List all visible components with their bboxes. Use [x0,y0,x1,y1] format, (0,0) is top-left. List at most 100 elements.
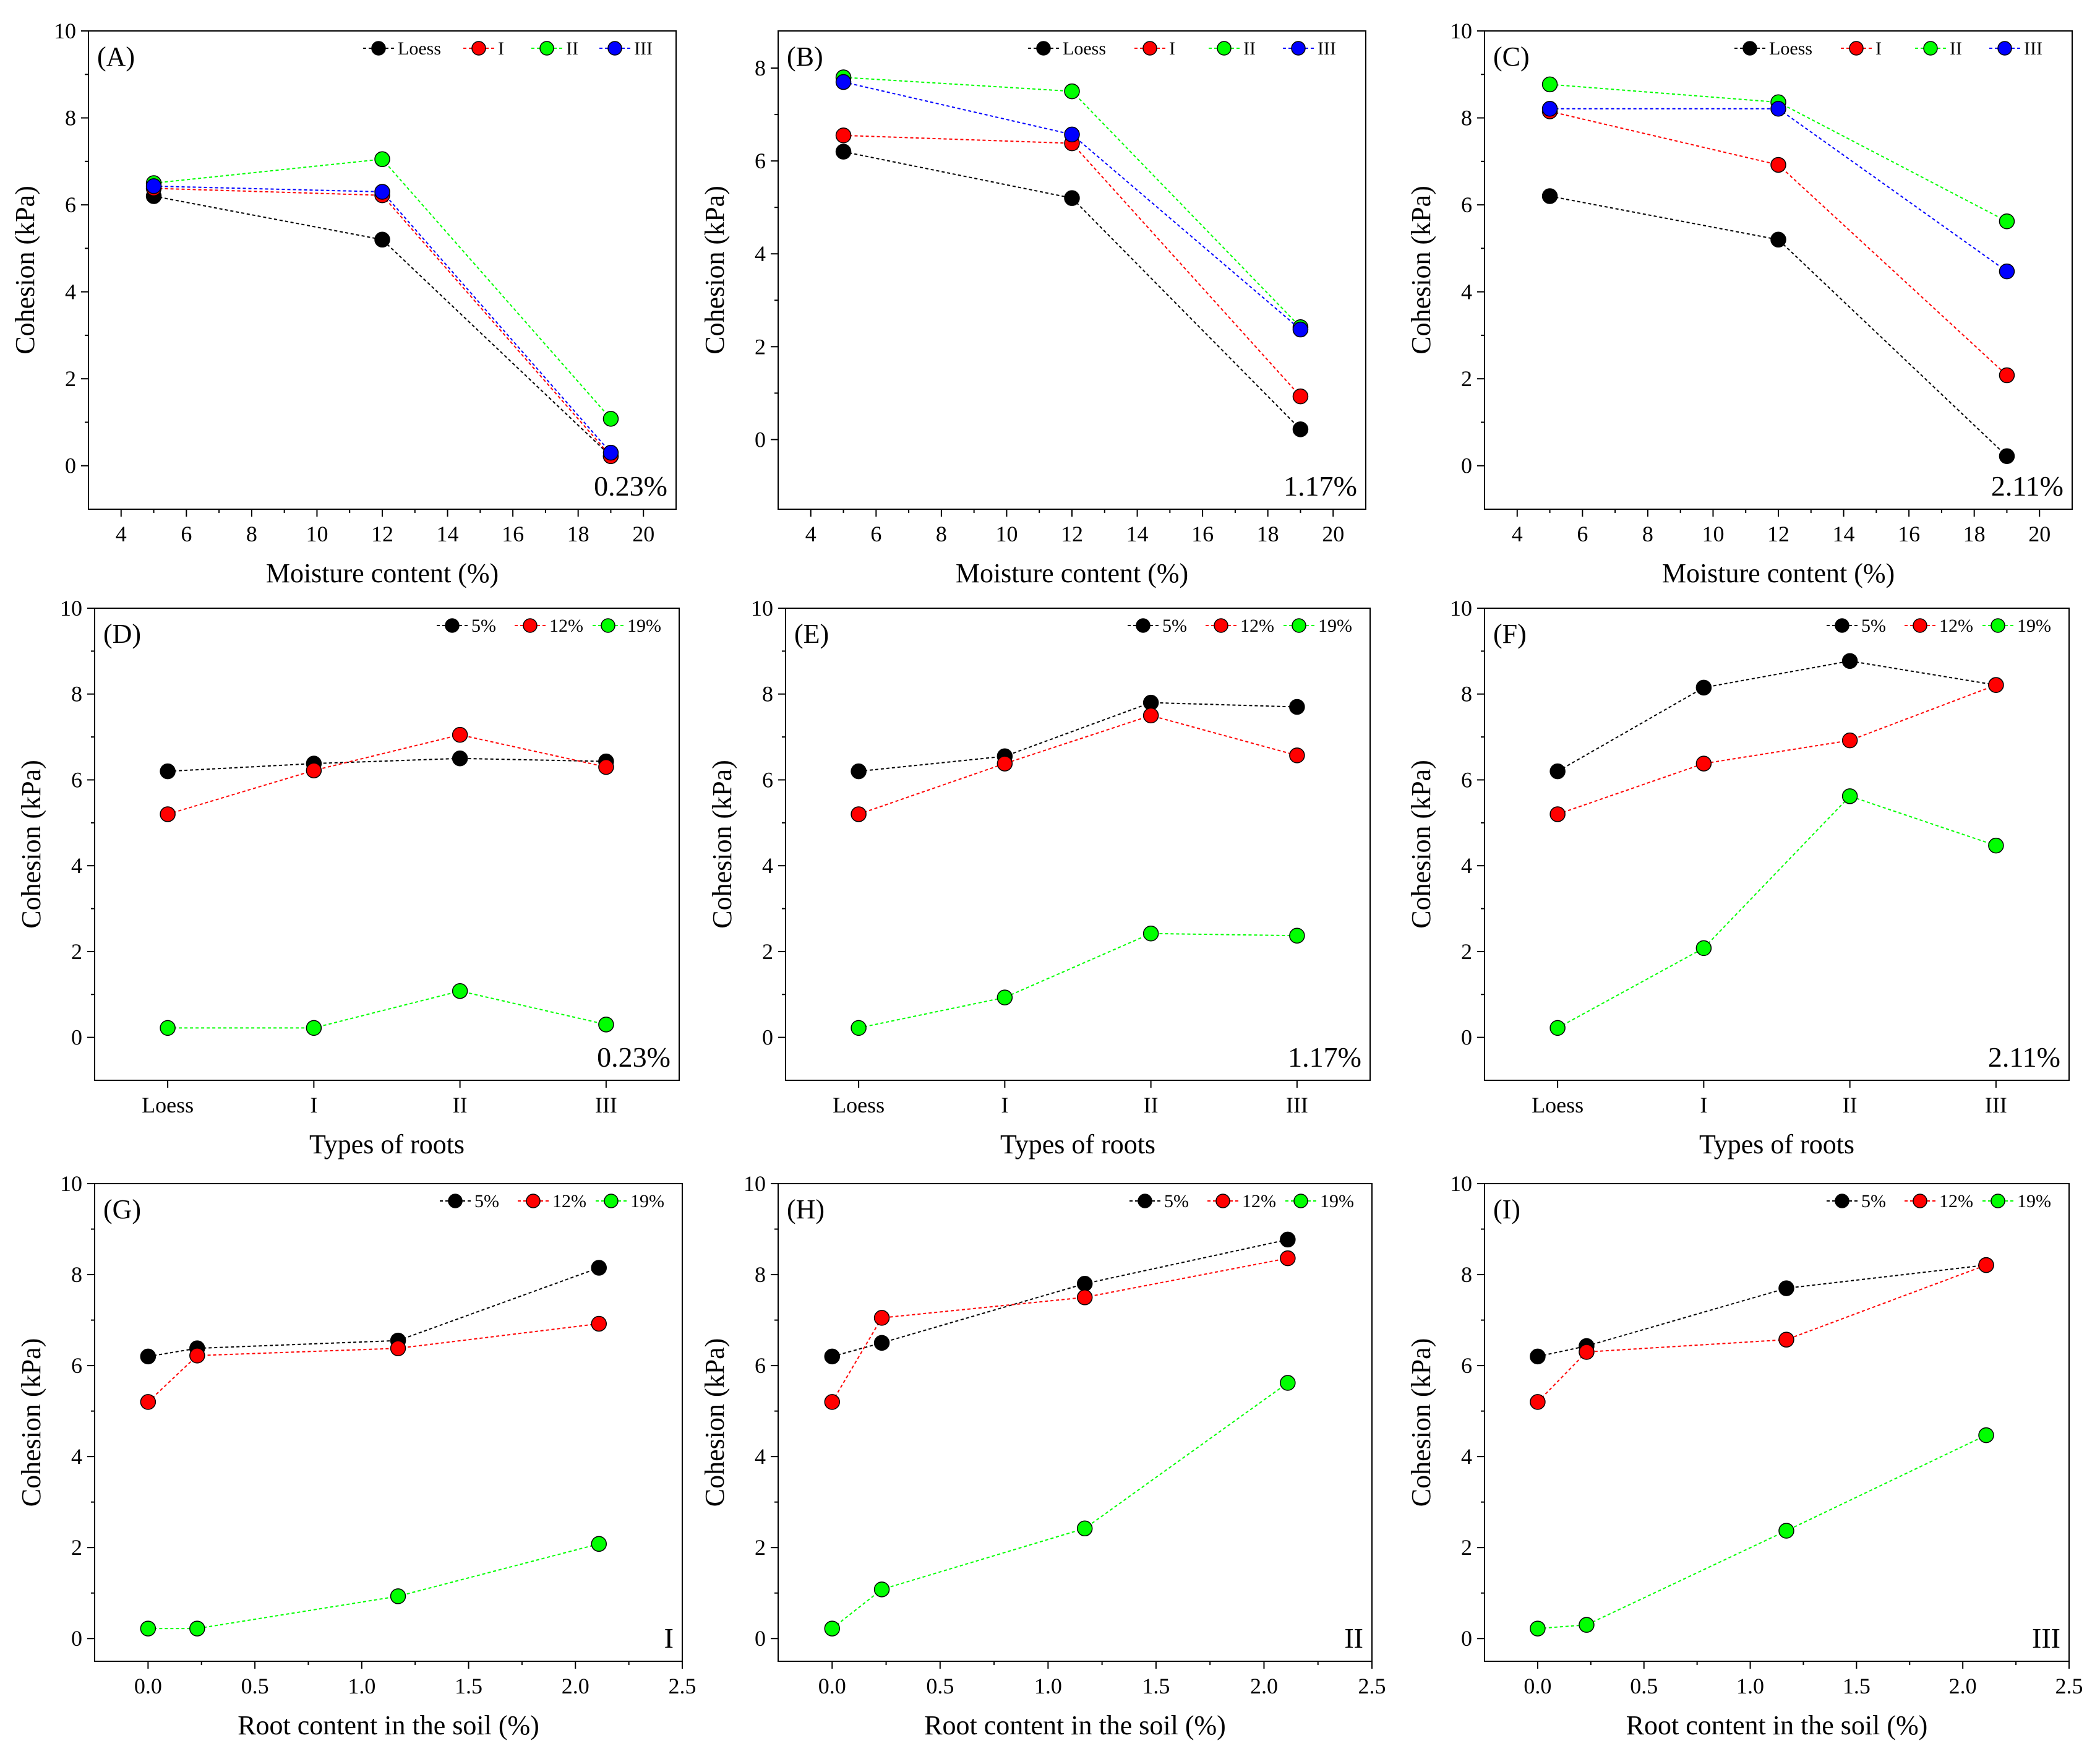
legend-label: 19% [2017,1191,2051,1211]
legend-label: I [1169,38,1175,59]
legend-marker [1217,41,1232,56]
y-axis-title: Cohesion (kPa) [707,760,737,929]
legend-label: 5% [1162,616,1187,636]
y-tick-label: 10 [1450,1171,1472,1196]
x-tick-label: 16 [1191,522,1214,546]
legend: Loess I II III [363,38,653,59]
data-point [873,1310,890,1326]
data-point [1280,1250,1296,1267]
x-tick-label: 8 [246,522,257,546]
y-tick-label: 2 [762,939,773,964]
data-point [1530,1348,1546,1365]
series-loess [145,188,619,465]
legend-marker [1913,1194,1927,1208]
panel-note: II [1344,1622,1363,1654]
data-point [306,762,322,778]
data-point [1695,755,1712,772]
y-tick-label: 2 [755,1535,766,1560]
panel-note: 2.11% [1988,1041,2060,1073]
legend-label: 12% [549,616,583,636]
legend-marker [445,618,460,633]
data-point [1292,388,1309,405]
legend-label: I [1875,38,1882,59]
data-point [996,989,1013,1005]
data-point [1841,653,1858,669]
legend-marker [1913,618,1927,633]
series-5pct [160,751,614,780]
legend-label: III [1318,38,1336,59]
series-12pct [160,726,614,822]
data-point [591,1315,607,1332]
x-axis-title: Root content in the soil (%) [238,1710,539,1740]
plot-frame [94,1183,683,1662]
x-tick-label: III [1985,1093,2007,1117]
data-point [1988,677,2004,693]
y-axis-title: Cohesion (kPa) [1406,186,1436,355]
x-tick-label: II [1144,1093,1159,1117]
data-point [1978,1427,1994,1443]
series-5pct [1549,653,2004,780]
y-tick-label: 2 [1461,366,1472,391]
data-point [996,755,1013,772]
series-19pct [1530,1427,1994,1637]
y-tick-label: 6 [71,767,82,792]
data-point [1999,448,2015,465]
data-point [1549,1020,1566,1036]
x-tick-label: 8 [936,522,947,546]
data-point [1076,1520,1093,1537]
panel-note: III [2032,1622,2060,1654]
y-tick-label: 10 [60,596,82,621]
data-point [602,444,619,461]
legend-marker [1214,618,1228,633]
legend-label: 5% [1861,1191,1886,1211]
legend-marker [1138,1194,1152,1208]
data-point [598,759,614,775]
x-tick-label: 2.5 [669,1674,696,1698]
data-point [189,1348,205,1364]
y-tick-label: 10 [1450,596,1472,621]
data-point [390,1588,406,1604]
x-tick-label: 20 [2028,522,2051,546]
panel-note: 1.17% [1288,1041,1361,1073]
panel-note: I [664,1622,674,1654]
panel-label: (I) [1493,1194,1520,1224]
x-axis-title: Moisture content (%) [956,558,1188,588]
panel-label: (B) [787,41,823,72]
data-point [452,983,468,999]
y-tick-label: 8 [1461,1262,1472,1287]
y-tick-label: 0 [1461,1025,1472,1050]
data-point [1530,1620,1546,1637]
y-axis-title: Cohesion (kPa) [700,1338,730,1507]
legend-marker [1292,618,1306,633]
data-point [598,1017,614,1033]
data-point [1579,1344,1595,1360]
y-tick-label: 0 [71,1626,82,1651]
y-tick-label: 10 [744,1171,766,1196]
legend-marker [526,1194,541,1208]
x-tick-label: 0.5 [1630,1674,1658,1698]
x-tick-label: 18 [567,522,589,546]
legend-marker [1142,41,1157,56]
data-point [1064,190,1080,206]
series-line [167,734,607,815]
data-point [1076,1276,1093,1292]
data-point [851,1020,867,1036]
x-tick-label: III [595,1093,617,1117]
series-line [148,1267,599,1357]
y-tick-label: 4 [755,1444,766,1469]
x-tick-label: 1.0 [348,1674,375,1698]
data-point [1549,763,1566,780]
data-point [873,1335,890,1351]
data-point [1999,263,2015,280]
y-tick-label: 0 [1461,1626,1472,1651]
series-12pct [1549,677,2004,822]
data-point [873,1581,890,1598]
data-point [1841,788,1858,804]
plot-frame [1484,608,2070,1081]
series-line [831,1257,1288,1403]
x-tick-label: 10 [995,522,1018,546]
legend-marker [523,618,538,633]
y-tick-label: 10 [54,19,76,43]
